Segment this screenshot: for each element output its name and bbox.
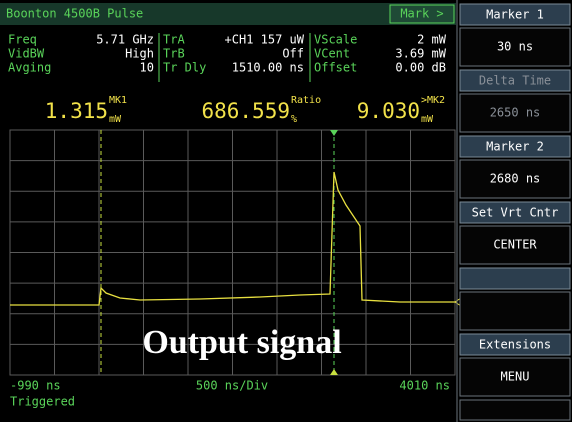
reading-value: 3.69 mW — [395, 47, 446, 61]
measurement-value: 686.559 — [201, 99, 290, 123]
menu-title-bar — [459, 267, 571, 290]
reading-value: Off — [282, 47, 304, 61]
side-menu: Marker 1 30 ns Delta Time 2650 ns Marker 2 26… — [459, 3, 571, 421]
reading-label: VidBW — [8, 47, 45, 61]
trigger-marker — [330, 130, 338, 136]
reading-label: VScale — [314, 33, 357, 47]
menu-button[interactable] — [459, 159, 571, 199]
menu-title: Set Vrt Cntr — [472, 206, 559, 220]
menu-title: Delta Time — [479, 74, 551, 88]
measurement-tag: >MK2 — [421, 95, 445, 106]
readings: Freq 5.71 GHz VidBW High Avging 10 TrA +CH1 157… — [8, 33, 447, 75]
menu-value[interactable]: MENU — [501, 370, 530, 384]
measurement-tag: MK1 — [109, 95, 127, 106]
menu-title-bar — [459, 201, 571, 224]
measurement-value: 9.030 — [357, 99, 420, 123]
measurement-unit: mW — [421, 114, 434, 125]
header-bar — [0, 3, 456, 25]
axis-start: -990 ns — [10, 379, 61, 393]
measurement-unit: % — [291, 114, 297, 125]
menu-title-bar — [459, 69, 571, 92]
menu-value[interactable]: 30 ns — [497, 40, 533, 54]
reading-label: Freq — [8, 33, 37, 47]
status: Triggered — [10, 395, 75, 409]
overlay-caption: Output signal — [142, 324, 341, 361]
reading-label: Tr Dly — [163, 61, 206, 75]
mark-button-label[interactable]: Mark > — [400, 7, 443, 21]
menu-button[interactable] — [459, 93, 571, 133]
menu-button[interactable] — [459, 291, 571, 331]
reading-label: Avging — [8, 61, 51, 75]
reading-value: 5.71 GHz — [96, 33, 154, 47]
reading-value: 10 — [140, 61, 154, 75]
trigger-marker — [330, 369, 338, 375]
menu-button[interactable] — [459, 27, 571, 67]
header-title: Boonton 4500B Pulse — [6, 7, 143, 21]
reading-value: 1510.00 ns — [232, 61, 304, 75]
reading-label: Offset — [314, 61, 357, 75]
measurement-tag: Ratio — [291, 95, 321, 106]
reading-value: 2 mW — [417, 33, 447, 47]
reading-value: +CH1 157 uW — [225, 33, 305, 47]
menu-title-bar — [459, 333, 571, 356]
menu-slot — [459, 399, 571, 421]
menu-value[interactable]: 2680 ns — [490, 172, 541, 186]
reading-label: TrB — [163, 47, 185, 61]
axis-scale: 500 ns/Div — [196, 379, 268, 393]
reading-value: 0.00 dB — [395, 61, 446, 75]
measurement-value: 1.315 — [45, 99, 108, 123]
menu-title: Marker 1 — [486, 8, 544, 22]
mark-button[interactable] — [389, 4, 455, 24]
measurement-unit: mW — [109, 114, 122, 125]
menu-button[interactable] — [459, 225, 571, 265]
menu-title: Extensions — [479, 338, 551, 352]
menu-title: Marker 2 — [486, 140, 544, 154]
reading-label: VCent — [314, 47, 350, 61]
reading-label: TrA — [163, 33, 185, 47]
menu-title-bar — [459, 3, 571, 26]
measurements: 1.315 MK1 mW 686.559 Ratio% 9.030 >MK2 mW — [45, 95, 445, 125]
trace — [10, 171, 455, 306]
menu-value[interactable]: 2650 ns — [490, 106, 541, 120]
menu-title-bar — [459, 135, 571, 158]
graticule — [9, 129, 456, 376]
menu-button[interactable] — [459, 357, 571, 397]
axis-end: 4010 ns — [399, 379, 450, 393]
menu-value[interactable]: CENTER — [493, 238, 537, 252]
reading-value: High — [125, 47, 154, 61]
